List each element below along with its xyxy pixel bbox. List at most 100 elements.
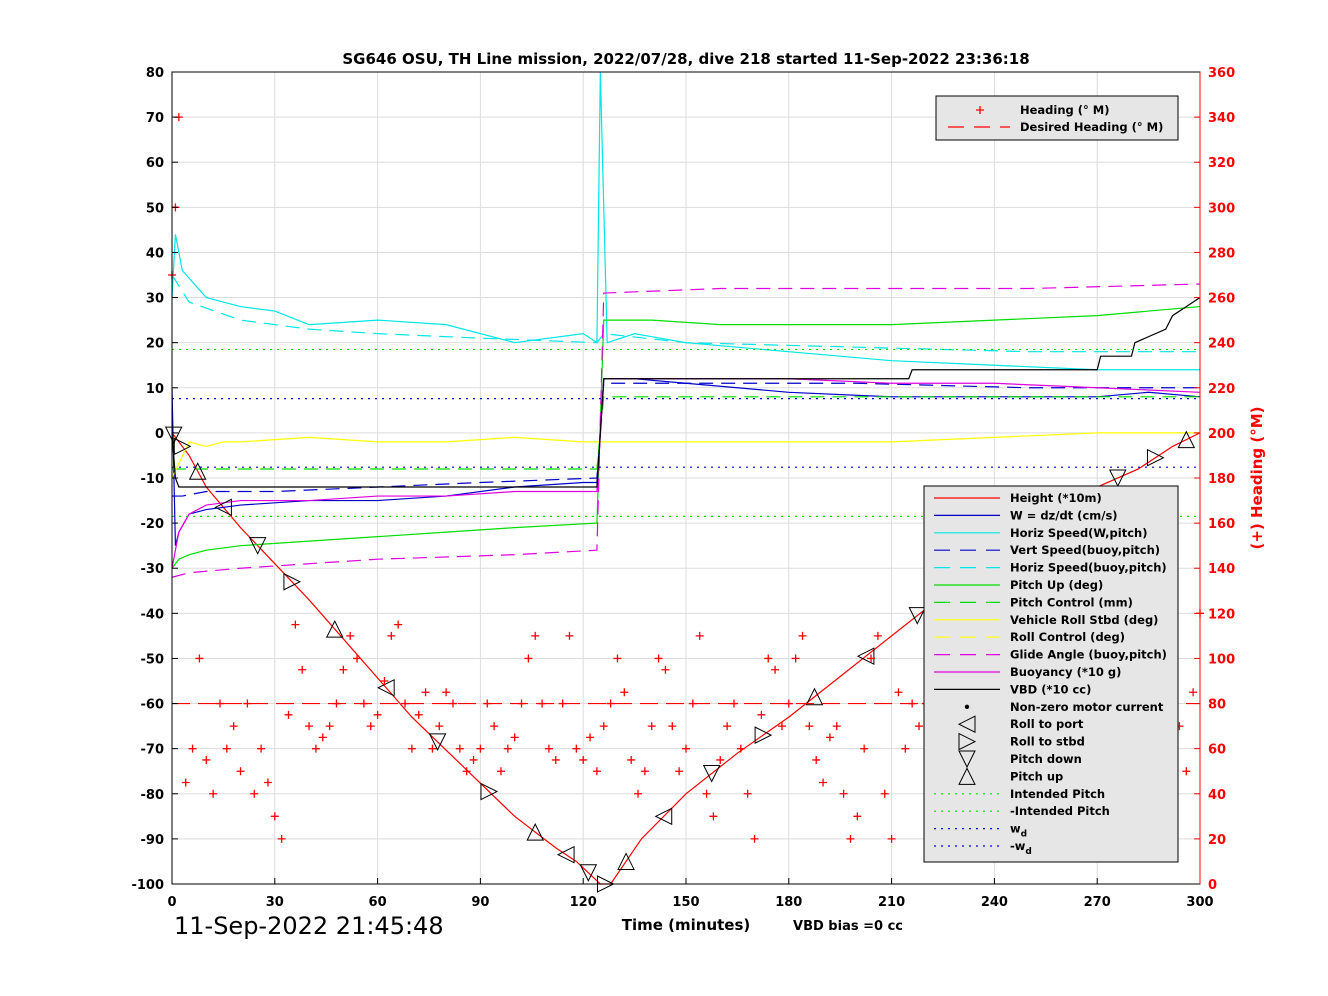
heading-point — [894, 688, 903, 697]
heading-point — [448, 699, 457, 708]
heading-point — [222, 744, 231, 753]
heading-point — [311, 744, 320, 753]
series-line — [171, 71, 1200, 371]
heading-point — [887, 834, 896, 843]
legend-marker — [958, 767, 976, 785]
plus-marker — [250, 789, 259, 798]
heading-point — [627, 755, 636, 764]
plus-marker — [476, 744, 485, 753]
plus-marker — [257, 744, 266, 753]
y-tick-label: -80 — [141, 788, 165, 803]
subscript: d — [1025, 847, 1031, 857]
heading-point — [551, 755, 560, 764]
heading-point — [771, 665, 780, 674]
control-marker — [428, 733, 447, 752]
plus-marker — [819, 778, 828, 787]
plus-marker — [675, 767, 684, 776]
x-axis-label: Time (minutes) — [622, 916, 751, 934]
heading-point — [901, 744, 910, 753]
series-line — [171, 432, 1200, 479]
y-tick-label: -100 — [131, 878, 164, 893]
tri-left-marker — [556, 845, 575, 864]
tri-right-marker — [754, 726, 773, 744]
plus-marker — [421, 688, 430, 697]
tri-up-marker — [325, 620, 344, 638]
legend-label: VBD (*10 cc) — [1010, 682, 1091, 696]
heading-point — [880, 789, 889, 798]
series-line — [171, 378, 1201, 569]
y2-tick-label: 360 — [1208, 66, 1235, 81]
heading-point — [695, 631, 704, 640]
y2-tick-label: 300 — [1208, 201, 1235, 216]
plus-marker — [222, 744, 231, 753]
heading-point — [346, 631, 355, 640]
plus-marker — [709, 812, 718, 821]
heading-point — [291, 620, 300, 629]
legend-main-box — [923, 485, 1179, 863]
tri-right-marker — [173, 437, 192, 456]
heading-point — [421, 688, 430, 697]
tri-up-marker — [526, 823, 545, 841]
plus-marker — [394, 620, 403, 629]
legend-label: Glide Angle (buoy,pitch) — [1010, 648, 1167, 662]
heading-point — [613, 654, 622, 663]
plus-marker — [551, 755, 560, 764]
plus-marker — [599, 722, 608, 731]
tri-left-marker — [654, 807, 673, 826]
plus-marker — [325, 722, 334, 731]
heading-point — [428, 744, 437, 753]
plus-marker — [209, 789, 218, 798]
plus-marker — [284, 710, 293, 719]
heading-point — [634, 789, 643, 798]
heading-point — [846, 834, 855, 843]
heading-point — [661, 665, 670, 674]
plus-marker — [716, 755, 725, 764]
plus-marker — [805, 722, 814, 731]
control-marker — [325, 620, 344, 638]
heading-point — [606, 699, 615, 708]
plus-marker — [318, 733, 327, 742]
heading-point — [202, 755, 211, 764]
timestamp-label: 11-Sep-2022 21:45:48 — [174, 912, 444, 940]
heading-point — [373, 710, 382, 719]
heading-point — [305, 722, 314, 731]
control-marker — [856, 647, 875, 665]
tri-up-marker — [1177, 430, 1196, 449]
x-tick-label: 0 — [167, 895, 176, 910]
y2-tick-label: 320 — [1208, 156, 1235, 171]
plus-marker — [277, 834, 286, 843]
heading-point — [798, 631, 807, 640]
x-tick-label: 240 — [981, 895, 1008, 910]
heading-point — [620, 688, 629, 697]
y2-tick-label: 80 — [1208, 698, 1226, 713]
plus-marker — [311, 744, 320, 753]
legend-label: Buoyancy (*10 g) — [1010, 665, 1121, 679]
plus-marker — [634, 789, 643, 798]
heading-point — [250, 789, 259, 798]
heading-point — [839, 789, 848, 798]
tri-up-marker — [617, 852, 635, 870]
plus-marker — [894, 688, 903, 697]
tri-down-marker — [1108, 469, 1127, 488]
y-tick-label: 70 — [146, 111, 164, 126]
heading-point — [215, 699, 224, 708]
tri-down-marker — [164, 426, 183, 445]
heading-point — [682, 744, 690, 753]
plus-marker — [407, 744, 416, 753]
heading-point — [723, 722, 732, 731]
heading-point — [757, 710, 766, 719]
heading-point — [825, 733, 834, 742]
tri-down-marker — [579, 864, 598, 882]
plus-marker — [1189, 688, 1198, 697]
heading-point — [743, 789, 752, 798]
plus-marker — [202, 755, 211, 764]
heading-point — [496, 767, 505, 776]
plus-marker — [346, 631, 355, 640]
legend-label: Intended Pitch — [1010, 787, 1105, 801]
heading-point — [503, 744, 512, 753]
y2-tick-label: 140 — [1208, 562, 1235, 577]
plus-marker — [880, 789, 889, 798]
heading-point — [524, 654, 533, 663]
heading-point — [257, 744, 266, 753]
